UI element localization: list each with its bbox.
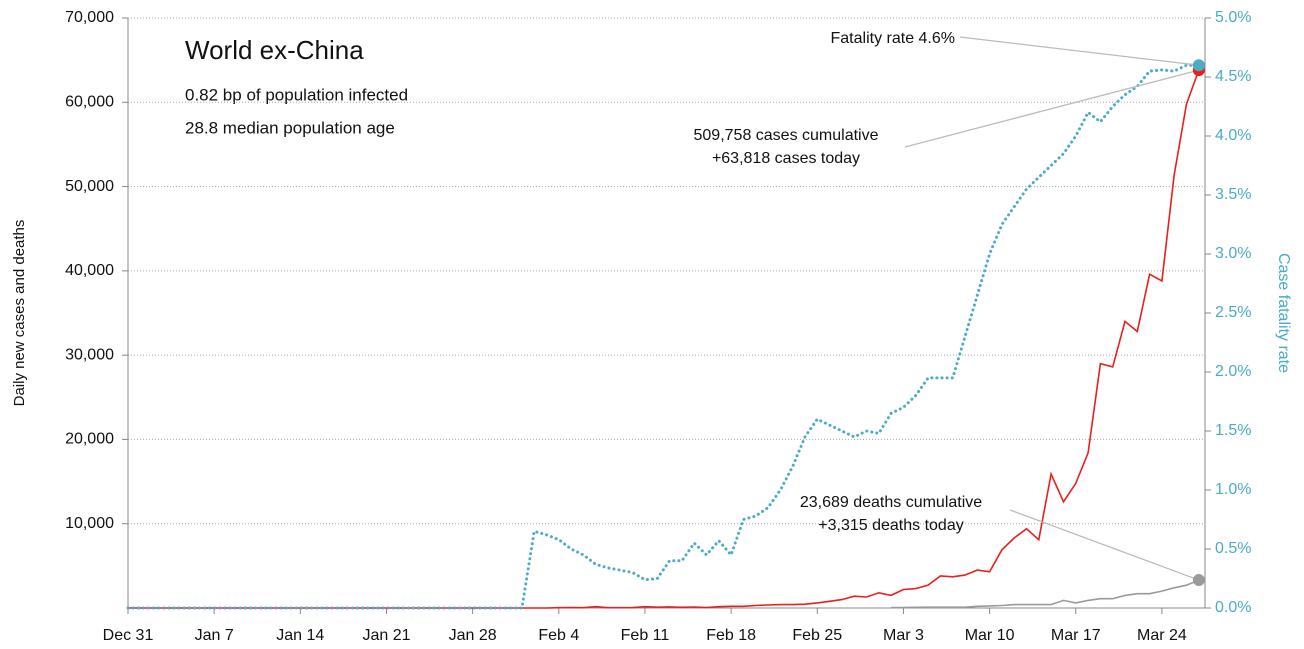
y2-tick-label: 0.0% — [1215, 599, 1251, 616]
x-tick-label: Feb 4 — [538, 627, 579, 644]
x-tick-label: Jan 21 — [362, 627, 410, 644]
chart-title: World ex-China — [185, 35, 364, 65]
x-tick-label: Jan 28 — [449, 627, 497, 644]
y2-tick-label: 3.0% — [1215, 245, 1251, 262]
leader-line — [1009, 509, 1200, 581]
y-tick-label: 10,000 — [65, 515, 114, 532]
y-tick-label: 20,000 — [65, 431, 114, 448]
y-tick-label: 70,000 — [65, 9, 114, 26]
y2-tick-label: 5.0% — [1215, 9, 1251, 26]
line-series — [891, 579, 1200, 609]
y-axis-label: Daily new cases and deaths — [11, 220, 28, 407]
x-tick-label: Jan 14 — [276, 627, 324, 644]
chart-subtitle: 28.8 median population age — [185, 118, 395, 137]
x-tick-label: Mar 17 — [1051, 627, 1101, 644]
x-tick-label: Dec 31 — [103, 627, 154, 644]
x-tick-label: Feb 25 — [792, 627, 842, 644]
y2-axis-label: Case fatality rate — [1275, 253, 1292, 373]
y2-tick-label: 1.5% — [1215, 422, 1251, 439]
annotation: 23,689 deaths cumulative — [800, 494, 982, 511]
annotation: 509,758 cases cumulative — [694, 127, 879, 144]
y-tick-label: 40,000 — [65, 262, 114, 279]
y-tick-label: 30,000 — [65, 346, 114, 363]
y2-tick-label: 1.0% — [1215, 481, 1251, 498]
x-tick-label: Feb 18 — [706, 627, 756, 644]
leader-line — [904, 69, 1200, 148]
chart-subtitle: 0.82 bp of population infected — [185, 85, 408, 104]
y2-tick-label: 3.5% — [1215, 186, 1251, 203]
x-tick-label: Feb 11 — [621, 627, 670, 644]
annotation: Fatality rate 4.6% — [831, 30, 956, 47]
x-tick-label: Jan 7 — [195, 627, 234, 644]
x-tick-label: Mar 3 — [883, 627, 924, 644]
y-tick-label: 50,000 — [65, 178, 114, 195]
y2-tick-label: 4.0% — [1215, 127, 1251, 144]
leader-line — [959, 36, 1199, 66]
y-tick-label: 60,000 — [65, 94, 114, 111]
end-point — [1192, 59, 1205, 72]
annotation: +3,315 deaths today — [818, 517, 963, 534]
y2-tick-label: 4.5% — [1215, 68, 1251, 85]
y2-tick-label: 2.5% — [1215, 304, 1251, 321]
annotation: +63,818 cases today — [712, 150, 860, 167]
x-tick-label: Mar 24 — [1137, 627, 1187, 644]
line-series — [128, 69, 1200, 609]
end-point — [1192, 574, 1205, 587]
y2-tick-label: 0.5% — [1215, 540, 1251, 557]
y2-tick-label: 2.0% — [1215, 363, 1251, 380]
line-series — [126, 63, 1201, 610]
x-tick-label: Mar 10 — [965, 627, 1015, 644]
